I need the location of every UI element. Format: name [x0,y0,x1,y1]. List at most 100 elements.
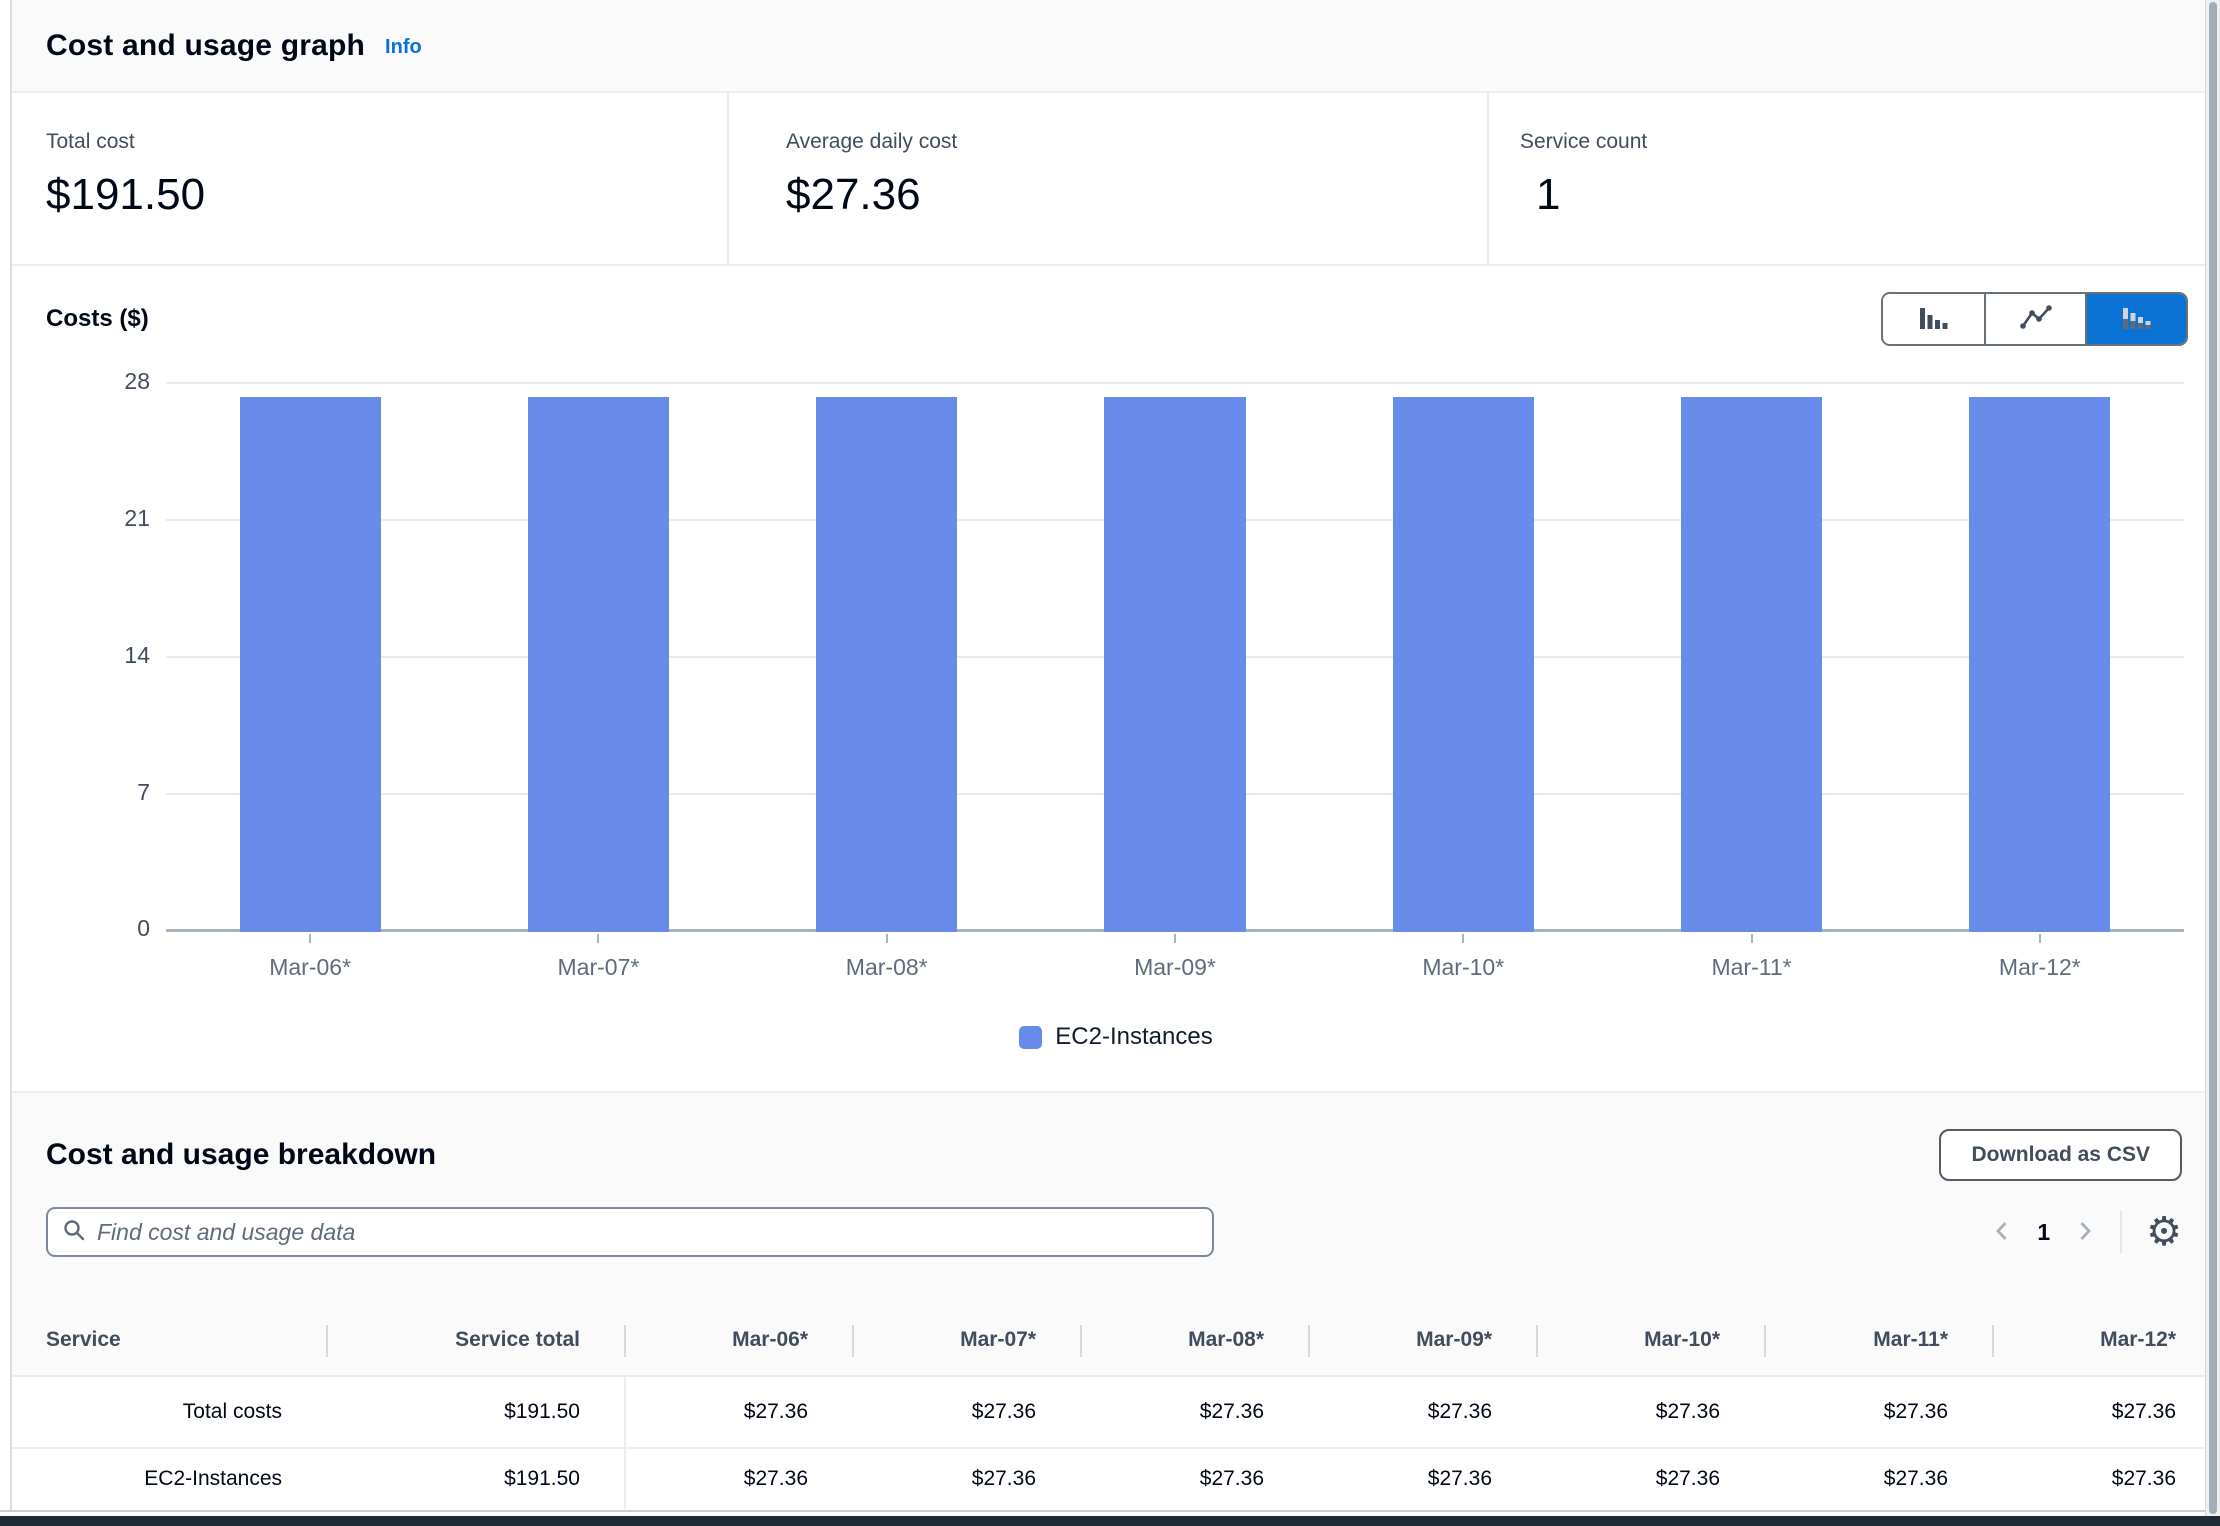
table-cell: $27.36 [1764,1377,1992,1449]
chart-legend[interactable]: EC2-Instances [12,1023,2220,1051]
chevron-left-icon [1991,1219,2013,1246]
column-header-service-total[interactable]: Service total [326,1305,624,1377]
table-cell: $27.36 [1308,1377,1536,1449]
cost-usage-breakdown: Cost and usage breakdown Download as CSV [12,1093,2220,1509]
cost-explorer-panel: Cost and usage graph Info Total cost $19… [10,0,2220,1510]
column-header-mar-06-[interactable]: Mar-06* [624,1305,852,1377]
x-axis-label: Mar-12* [1998,954,2081,980]
bottom-edge [0,1510,2220,1526]
line-chart-icon [2019,304,2053,335]
x-axis-label: Mar-07* [557,954,640,980]
bar-EC2-Instances[interactable] [239,396,381,932]
chevron-right-icon [2074,1219,2096,1246]
table-cell: $27.36 [624,1377,852,1449]
stat-average-daily-cost: Average daily cost $27.36 [727,93,1487,264]
grouped-bar-chart-button[interactable] [1883,294,1984,344]
bar-EC2-Instances[interactable] [527,396,670,932]
x-axis-tick [1750,934,1753,943]
cost-usage-chart: Costs ($) [12,266,2220,1093]
current-page[interactable]: 1 [2037,1218,2051,1245]
table-row-label: EC2-Instances [12,1449,326,1509]
y-axis-tick-label: 14 [124,642,150,668]
vertical-scrollbar[interactable] [2205,0,2220,1516]
x-axis-tick [597,934,600,943]
chart-type-toggle [1881,292,2188,346]
search-icon [62,1218,86,1247]
search-input[interactable] [97,1218,1198,1246]
next-page-button[interactable] [2074,1219,2096,1246]
y-axis-title: Costs ($) [46,305,149,332]
line-chart-button[interactable] [1984,294,2085,344]
breakdown-title: Cost and usage breakdown [46,1138,437,1171]
page-title: Cost and usage graph [46,28,366,62]
x-axis-tick [2038,934,2041,943]
download-csv-button[interactable]: Download as CSV [1939,1129,2182,1181]
table-cell: $27.36 [1080,1377,1308,1449]
search-box[interactable] [46,1207,1214,1257]
info-link[interactable]: Info [385,36,422,58]
panel-header: Cost and usage graph Info [12,0,2220,93]
table-row-label: Total costs [12,1377,326,1449]
x-axis-tick [1462,934,1465,943]
table-cell: $27.36 [1080,1449,1308,1509]
x-axis-tick [309,934,312,943]
table-cell: $191.50 [326,1377,624,1449]
column-header-mar-12-[interactable]: Mar-12* [1992,1305,2220,1377]
x-axis-labels: Mar-06* Mar-07* Mar-08* Mar-09* Mar-10* Mar-1… [166,954,2184,981]
table-cell: $27.36 [1992,1449,2220,1509]
breakdown-table: Service Service total Mar-06* Mar-07* Mar-08… [12,1305,2220,1509]
table-cell: $27.36 [852,1377,1080,1449]
table-cell: $27.36 [1308,1449,1536,1509]
y-axis-tick-label: 21 [124,505,150,531]
table-cell: $27.36 [1536,1449,1764,1509]
x-axis-tick [1173,934,1176,943]
column-header-mar-09-[interactable]: Mar-09* [1308,1305,1536,1377]
stat-value: $27.36 [786,170,921,219]
column-header-mar-08-[interactable]: Mar-08* [1080,1305,1308,1377]
column-header-service[interactable]: Service [12,1305,326,1377]
gridline: 28 [124,368,2184,394]
y-axis-tick-label: 0 [137,915,150,941]
table-cell: $27.36 [624,1449,852,1509]
stat-value: 1 [1536,170,1561,219]
x-axis-label: Mar-09* [1134,954,1216,980]
stat-label: Service count [1520,130,1648,153]
toolbar-divider [2120,1211,2123,1253]
bar-EC2-Instances[interactable] [1969,396,2111,932]
summary-stats: Total cost $191.50 Average daily cost $2… [12,93,2220,266]
bar-EC2-Instances[interactable] [816,396,958,932]
settings-gear-icon[interactable]: ⚙ [2146,1210,2182,1254]
x-axis-label: Mar-11* [1711,954,1792,980]
column-header-mar-11-[interactable]: Mar-11* [1764,1305,1992,1377]
horizontal-scrollbar-track[interactable] [0,1516,2220,1526]
legend-swatch [1019,1025,1043,1049]
table-cell: $191.50 [326,1449,624,1509]
stat-total-cost: Total cost $191.50 [12,93,727,264]
vertical-scrollbar-thumb[interactable] [2209,2,2217,1514]
stat-value: $191.50 [46,170,206,219]
bar-chart-plot: 28 21 14 7 0 [124,368,2184,943]
column-header-mar-07-[interactable]: Mar-07* [852,1305,1080,1377]
stat-service-count: Service count 1 [1487,93,2220,264]
bar-EC2-Instances[interactable] [1104,396,1246,932]
stat-label: Average daily cost [786,130,958,153]
x-axis-tick [885,934,888,943]
table-cell: $27.36 [852,1449,1080,1509]
bar-EC2-Instances[interactable] [1680,396,1823,932]
column-header-mar-10-[interactable]: Mar-10* [1536,1305,1764,1377]
x-axis-label: Mar-08* [845,954,928,980]
y-axis-tick-label: 7 [137,779,150,805]
table-cell: $27.36 [1536,1377,1764,1449]
table-cell: $27.36 [1764,1449,1992,1509]
previous-page-button[interactable] [1991,1219,2013,1246]
legend-label: EC2-Instances [1055,1023,1213,1050]
stacked-bar-chart-icon [2120,303,2154,336]
bar-EC2-Instances[interactable] [1392,396,1534,932]
bar-chart-icon [1917,303,1951,336]
x-axis-label: Mar-06* [269,954,352,980]
table-cell: $27.36 [1992,1377,2220,1449]
stat-label: Total cost [46,130,135,153]
y-axis-tick-label: 28 [124,368,150,394]
stacked-bar-chart-button[interactable] [2085,294,2186,344]
x-axis-label: Mar-10* [1422,954,1505,980]
